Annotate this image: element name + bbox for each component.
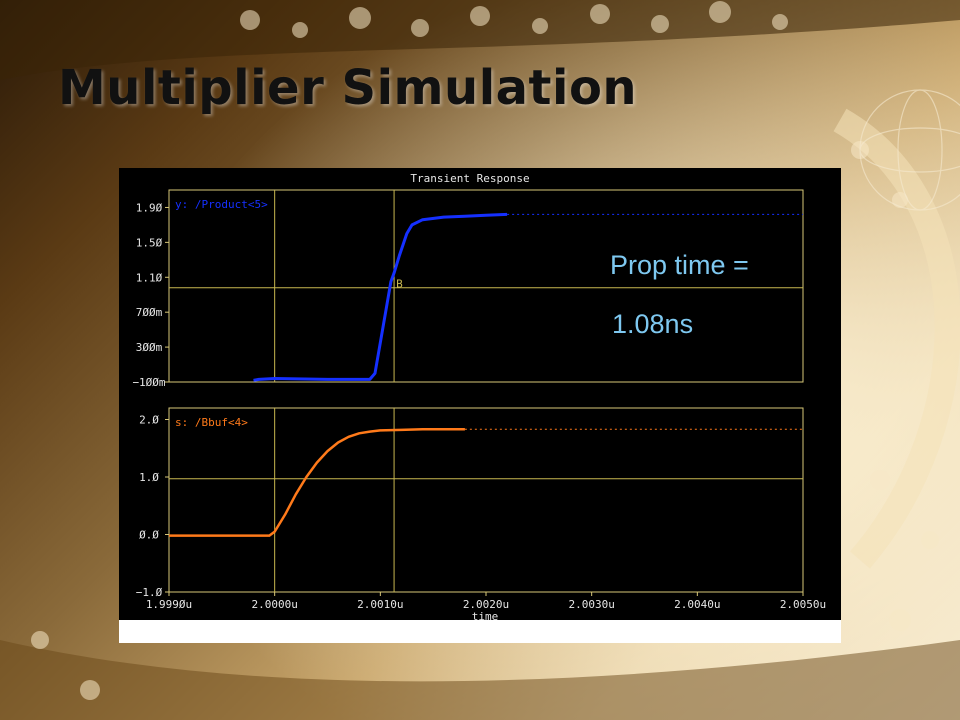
x-axis-label: time bbox=[472, 610, 499, 620]
transient-plot-svg: Transient Response 1.9Ø 1.5Ø 1.1Ø 7ØØm 3ØØm −1… bbox=[132, 172, 826, 620]
x-tick-label: 2.0040u bbox=[674, 598, 720, 611]
panel-2-y-tick-label: −1.Ø bbox=[136, 586, 163, 599]
panel-2-series-name: s: /Bbuf<4> bbox=[175, 416, 248, 429]
panel-1-y-tick-label: 1.1Ø bbox=[136, 271, 163, 284]
x-tick-label: 1.999Øu bbox=[146, 598, 192, 611]
panel-1-y-tick-label: 1.5Ø bbox=[136, 236, 163, 249]
cursor-marker-label: B bbox=[396, 278, 403, 291]
x-tick-label: 2.0020u bbox=[463, 598, 509, 611]
panel-1-y-tick-label: 3ØØm bbox=[136, 341, 163, 354]
x-tick-label: 2.0030u bbox=[568, 598, 614, 611]
plot-bottom-strip bbox=[119, 620, 841, 643]
panel-2-y-tick-label: 1.Ø bbox=[139, 471, 159, 484]
panel-2-y-tick-label: 2.Ø bbox=[139, 414, 159, 427]
prop-time-label: Prop time = bbox=[610, 250, 749, 280]
panel-1-y-tick-label: −1ØØm bbox=[132, 376, 165, 389]
x-tick-label: 2.0050u bbox=[780, 598, 826, 611]
slide-title: Multiplier Simulation bbox=[58, 60, 638, 116]
x-tick-label: 2.0000u bbox=[251, 598, 297, 611]
panel-2-frame bbox=[168, 407, 804, 593]
panel-1-frame bbox=[168, 189, 804, 383]
transient-plot: Transient Response 1.9Ø 1.5Ø 1.1Ø 7ØØm 3ØØm −1… bbox=[119, 168, 841, 643]
panel-1-y-tick-label: 1.9Ø bbox=[136, 201, 163, 214]
chart-title: Transient Response bbox=[410, 172, 529, 185]
panel-1-series-name: y: /Product<5> bbox=[175, 198, 268, 211]
prop-time-value: 1.08ns bbox=[612, 309, 694, 339]
panel-1-trace bbox=[253, 212, 508, 382]
panel-2-y-tick-label: Ø.Ø bbox=[139, 529, 159, 542]
panel-2-trace bbox=[169, 428, 465, 537]
panel-1-y-tick-label: 7ØØm bbox=[136, 306, 163, 319]
x-tick-label: 2.0010u bbox=[357, 598, 403, 611]
